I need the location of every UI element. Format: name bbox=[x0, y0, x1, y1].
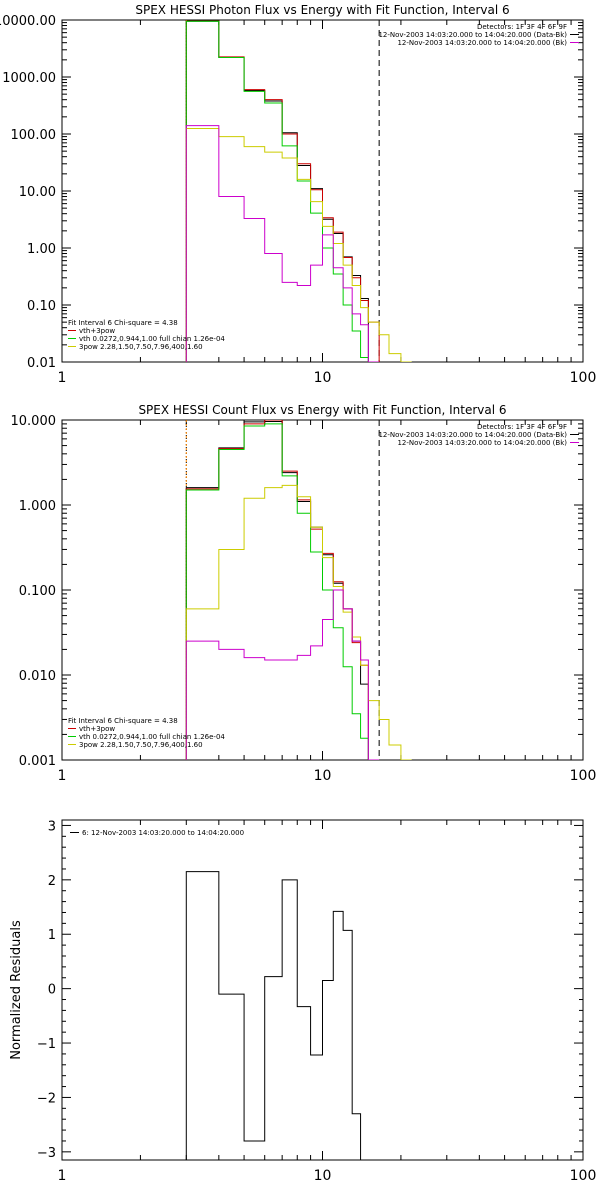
y-tick-label: −1 bbox=[37, 1037, 56, 1052]
series-line-3 bbox=[185, 484, 412, 760]
series-group bbox=[185, 420, 412, 760]
chart-title: SPEX HESSI Photon Flux vs Energy with Fi… bbox=[135, 3, 509, 17]
series-line-2 bbox=[185, 20, 369, 362]
y-tick-label: 2 bbox=[48, 874, 56, 889]
count-flux-chart: SPEX HESSI Count Flux vs Energy with Fit… bbox=[11, 403, 597, 784]
fit-legend-entry: vth+3pow bbox=[79, 725, 115, 733]
series-line-2 bbox=[185, 423, 369, 760]
y-tick-label: −3 bbox=[37, 1146, 56, 1161]
x-tick-label: 1 bbox=[58, 1168, 67, 1184]
x-tick-label: 100 bbox=[570, 370, 597, 386]
header-note: 12-Nov-2003 14:03:20.000 to 14:04:20.000… bbox=[397, 39, 567, 47]
fit-legend-entry: vth+3pow bbox=[79, 327, 115, 335]
series-line-4 bbox=[185, 589, 380, 760]
y-tick-label: 0.10 bbox=[27, 299, 56, 314]
series-line-3 bbox=[185, 127, 412, 362]
legend-entry: 6: 12-Nov-2003 14:03:20.000 to 14:04:20.… bbox=[82, 829, 244, 837]
y-tick-label: 1.00 bbox=[27, 242, 56, 257]
header-note: 12-Nov-2003 14:03:20.000 to 14:04:20.000… bbox=[378, 31, 567, 39]
fit-legend-entry: vth 0.0272,0.944,1.00 full chian 1.26e-0… bbox=[79, 335, 225, 343]
y-axis-label: Normalized Residuals bbox=[9, 920, 24, 1060]
chart-title: SPEX HESSI Count Flux vs Energy with Fit… bbox=[138, 403, 506, 417]
series-group bbox=[185, 20, 412, 362]
fit-legend-entry: 3pow 2.28,1.50,7.50,7.96,400,1.60 bbox=[79, 741, 203, 749]
y-tick-label: 10.000 bbox=[11, 414, 57, 429]
series-line-0 bbox=[185, 421, 369, 760]
y-tick-label: 1000.00 bbox=[2, 71, 56, 86]
header-note: Detectors: 1F 3F 4F 6F 9F bbox=[477, 23, 567, 31]
y-tick-label: 10000.00 bbox=[0, 14, 56, 29]
x-tick-label: 10 bbox=[314, 1168, 332, 1184]
x-tick-label: 100 bbox=[570, 1168, 597, 1184]
y-tick-label: 0.100 bbox=[19, 584, 56, 599]
x-tick-label: 1 bbox=[58, 370, 67, 386]
x-tick-label: 100 bbox=[570, 768, 597, 784]
fit-legend-entry: Fit Interval 6 Chi-square = 4.38 bbox=[68, 717, 178, 725]
fit-legend-entry: vth 0.0272,0.944,1.00 full chian 1.26e-0… bbox=[79, 733, 225, 741]
x-tick-label: 10 bbox=[314, 370, 332, 386]
x-tick-label: 1 bbox=[58, 768, 67, 784]
fit-legend-entry: Fit Interval 6 Chi-square = 4.38 bbox=[68, 319, 178, 327]
y-tick-label: 1.000 bbox=[19, 499, 56, 514]
y-tick-label: 100.00 bbox=[11, 128, 57, 143]
series-line-0 bbox=[185, 20, 369, 362]
y-tick-label: 1 bbox=[48, 928, 56, 943]
y-tick-label: 10.00 bbox=[19, 185, 56, 200]
header-note: Detectors: 1F 3F 4F 6F 9F bbox=[477, 423, 567, 431]
y-tick-label: 0.010 bbox=[19, 669, 56, 684]
x-tick-label: 10 bbox=[314, 768, 332, 784]
fit-legend-entry: 3pow 2.28,1.50,7.50,7.96,400,1.60 bbox=[79, 343, 203, 351]
series-group bbox=[185, 871, 362, 1160]
y-tick-label: 0 bbox=[48, 983, 56, 998]
y-tick-label: 0.001 bbox=[19, 754, 56, 769]
header-note: 12-Nov-2003 14:03:20.000 to 14:04:20.000… bbox=[378, 431, 567, 439]
series-line-1 bbox=[185, 20, 380, 362]
y-tick-label: 3 bbox=[48, 819, 56, 834]
y-tick-label: −2 bbox=[37, 1091, 56, 1106]
series-line-4 bbox=[185, 125, 380, 362]
y-tick-label: 0.01 bbox=[27, 356, 56, 371]
series-line-0 bbox=[185, 871, 362, 1160]
header-note: 12-Nov-2003 14:03:20.000 to 14:04:20.000… bbox=[397, 439, 567, 447]
photon-flux-chart: SPEX HESSI Photon Flux vs Energy with Fi… bbox=[0, 3, 597, 386]
